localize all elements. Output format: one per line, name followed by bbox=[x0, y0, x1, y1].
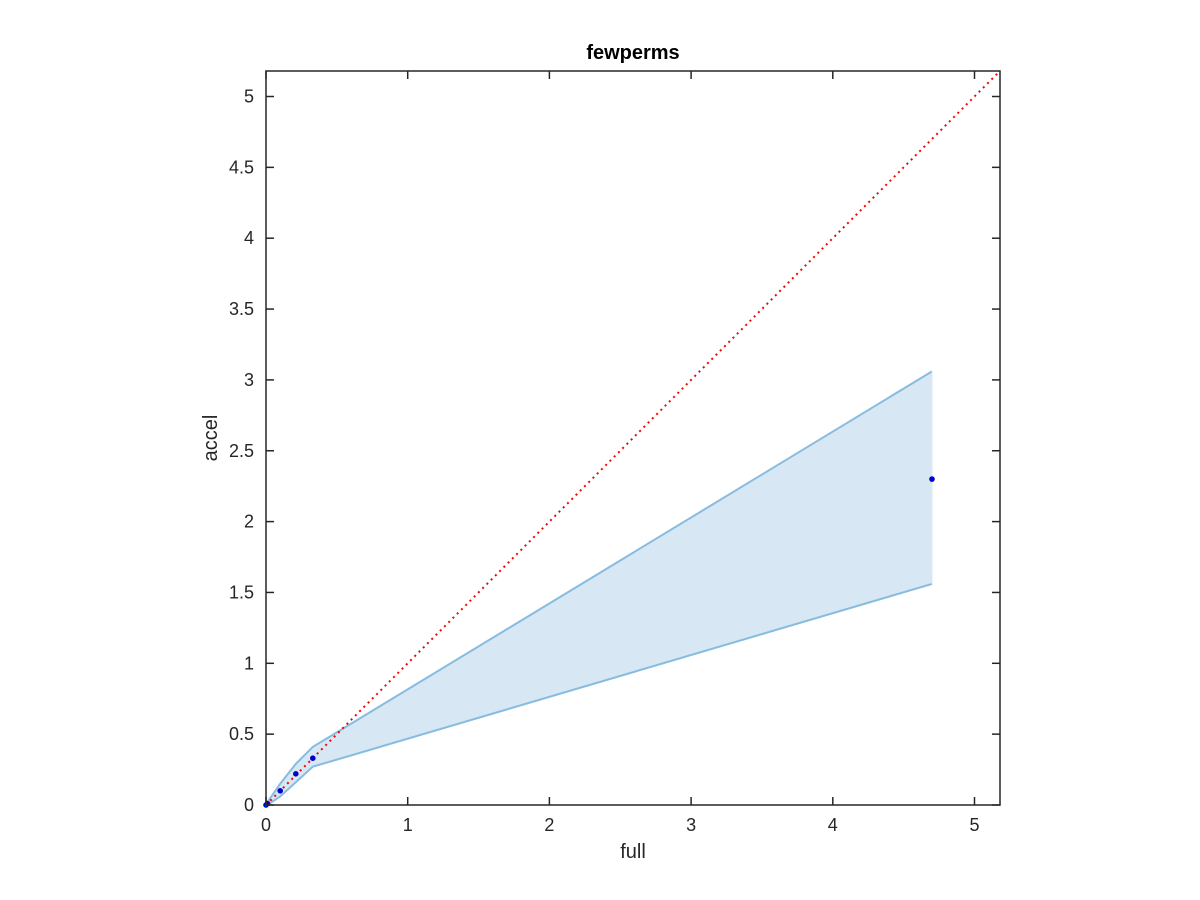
chart-title: fewperms bbox=[586, 42, 679, 64]
y-tick-label: 4 bbox=[244, 228, 254, 248]
data-point bbox=[293, 771, 299, 777]
x-tick-label: 5 bbox=[969, 815, 979, 835]
axes-box bbox=[265, 70, 1001, 806]
y-tick-label: 3 bbox=[244, 370, 254, 390]
data-point bbox=[310, 755, 316, 761]
axes-layer: 0 1 2 3 4 5 0 0.5 1 1.5 2 2.5 3 3.5 4 4.5 5 bbox=[229, 70, 1001, 835]
y-tick-label: 4.5 bbox=[229, 157, 254, 177]
y-tick-label: 1 bbox=[244, 653, 254, 673]
data-point bbox=[929, 476, 935, 482]
y-tick-label: 2 bbox=[244, 512, 254, 532]
x-tick-label: 3 bbox=[686, 815, 696, 835]
x-tick-label: 4 bbox=[828, 815, 838, 835]
y-tick-label: 5 bbox=[244, 87, 254, 107]
y-tick-label: 3.5 bbox=[229, 299, 254, 319]
y-tick-label: 0.5 bbox=[229, 724, 254, 744]
reference-line-layer bbox=[265, 70, 1001, 806]
x-tick-label: 2 bbox=[544, 815, 554, 835]
data-point bbox=[277, 788, 284, 794]
reference-line bbox=[265, 70, 1001, 806]
y-tick-label: 1.5 bbox=[229, 582, 254, 602]
y-axis-title: accel bbox=[200, 415, 222, 462]
y-tick-label: 2.5 bbox=[229, 441, 254, 461]
x-tick-label: 1 bbox=[403, 815, 413, 835]
confidence-band-fill bbox=[266, 371, 932, 805]
y-tick-label: 0 bbox=[244, 795, 254, 815]
x-tick-label: 0 bbox=[261, 815, 271, 835]
x-axis-title: full bbox=[620, 841, 646, 863]
